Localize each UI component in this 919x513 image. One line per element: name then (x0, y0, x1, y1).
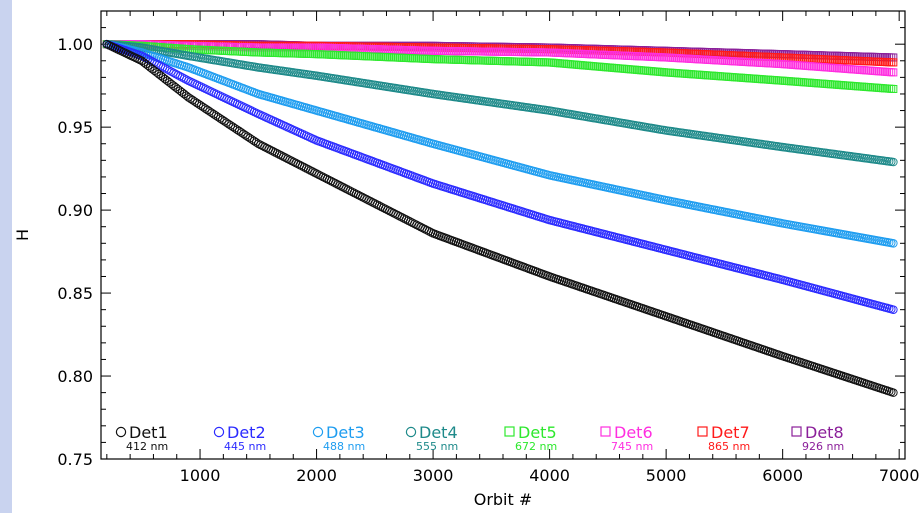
data-point (190, 97, 200, 106)
series-det2 (102, 39, 898, 314)
data-point (247, 135, 257, 144)
x-axis-title: Orbit # (474, 490, 533, 509)
data-point (211, 111, 221, 120)
data-point (224, 119, 233, 129)
series-det5 (102, 40, 898, 93)
legend-wavelength: 445 nm (224, 440, 266, 453)
x-tick-label: 7000 (879, 466, 919, 485)
legend-marker (791, 426, 802, 437)
x-tick-label: 5000 (646, 466, 687, 485)
y-tick-label: 0.85 (57, 284, 93, 303)
data-point (243, 132, 253, 142)
legend-wavelength: 926 nm (802, 440, 844, 453)
legend-wavelength: 488 nm (323, 440, 365, 453)
x-tick-label: 4000 (529, 466, 570, 485)
series-det3 (102, 39, 898, 248)
data-point (889, 84, 898, 93)
data-point (249, 136, 259, 146)
legend-wavelength: 412 nm (126, 440, 168, 453)
y-tick-label: 0.90 (57, 201, 93, 220)
x-tick-label: 1000 (180, 466, 221, 485)
data-point (226, 121, 236, 130)
data-point (196, 101, 206, 111)
data-point (889, 58, 898, 67)
legend-label: Det8 (805, 423, 844, 442)
y-axis-title: H (13, 229, 32, 241)
legend-marker (504, 426, 515, 437)
data-point (203, 105, 212, 115)
data-point (213, 112, 223, 122)
data-point (215, 114, 225, 123)
data-point (234, 126, 244, 136)
data-point (237, 128, 246, 137)
data-point (201, 104, 210, 113)
data-point (194, 100, 204, 109)
data-point (232, 125, 242, 134)
x-tick-label: 3000 (413, 466, 454, 485)
legend-label: Det5 (518, 423, 557, 442)
data-point (220, 116, 229, 126)
data-point (186, 94, 195, 103)
legend-marker (697, 426, 708, 437)
legend-marker (213, 426, 225, 438)
legend-label: Det2 (227, 423, 266, 442)
legend-wavelength: 865 nm (708, 440, 750, 453)
legend-label: Det6 (614, 423, 653, 442)
data-point (192, 98, 202, 108)
data-point (230, 123, 240, 133)
x-tick-label: 6000 (762, 466, 803, 485)
data-point (184, 92, 193, 102)
legend-marker (405, 426, 417, 438)
data-point (241, 130, 250, 140)
data-point (889, 238, 898, 248)
y-tick-label: 0.75 (57, 450, 93, 469)
data-point (209, 109, 219, 119)
legend-label: Det4 (419, 423, 458, 442)
data-point (889, 53, 898, 62)
data-point (222, 118, 231, 127)
series-det4 (102, 39, 898, 167)
data-point (217, 115, 227, 125)
data-point (205, 107, 214, 116)
legend-marker (600, 426, 611, 437)
data-point (889, 157, 898, 167)
legend-marker (115, 426, 127, 438)
data-point (188, 95, 197, 105)
legend-label: Det3 (326, 423, 365, 442)
legend-wavelength: 555 nm (416, 440, 458, 453)
series-det1 (102, 39, 898, 397)
data-point (889, 305, 898, 314)
data-point (251, 138, 261, 147)
data-point (239, 129, 248, 139)
x-tick-label: 2000 (296, 466, 337, 485)
y-tick-label: 0.95 (57, 118, 93, 137)
legend-wavelength: 672 nm (515, 440, 557, 453)
legend-label: Det1 (129, 423, 168, 442)
legend-label: Det7 (711, 423, 750, 442)
y-tick-label: 1.00 (57, 35, 93, 54)
data-point (889, 388, 898, 397)
data-point (181, 91, 191, 100)
data-point (207, 108, 216, 118)
data-point (228, 122, 238, 132)
y-tick-label: 0.80 (57, 367, 93, 386)
legend-marker (312, 426, 324, 438)
legend-wavelength: 745 nm (611, 440, 653, 453)
left-border-strip (0, 0, 12, 513)
data-point (245, 133, 255, 143)
data-point (889, 68, 898, 77)
data-point (198, 102, 208, 112)
